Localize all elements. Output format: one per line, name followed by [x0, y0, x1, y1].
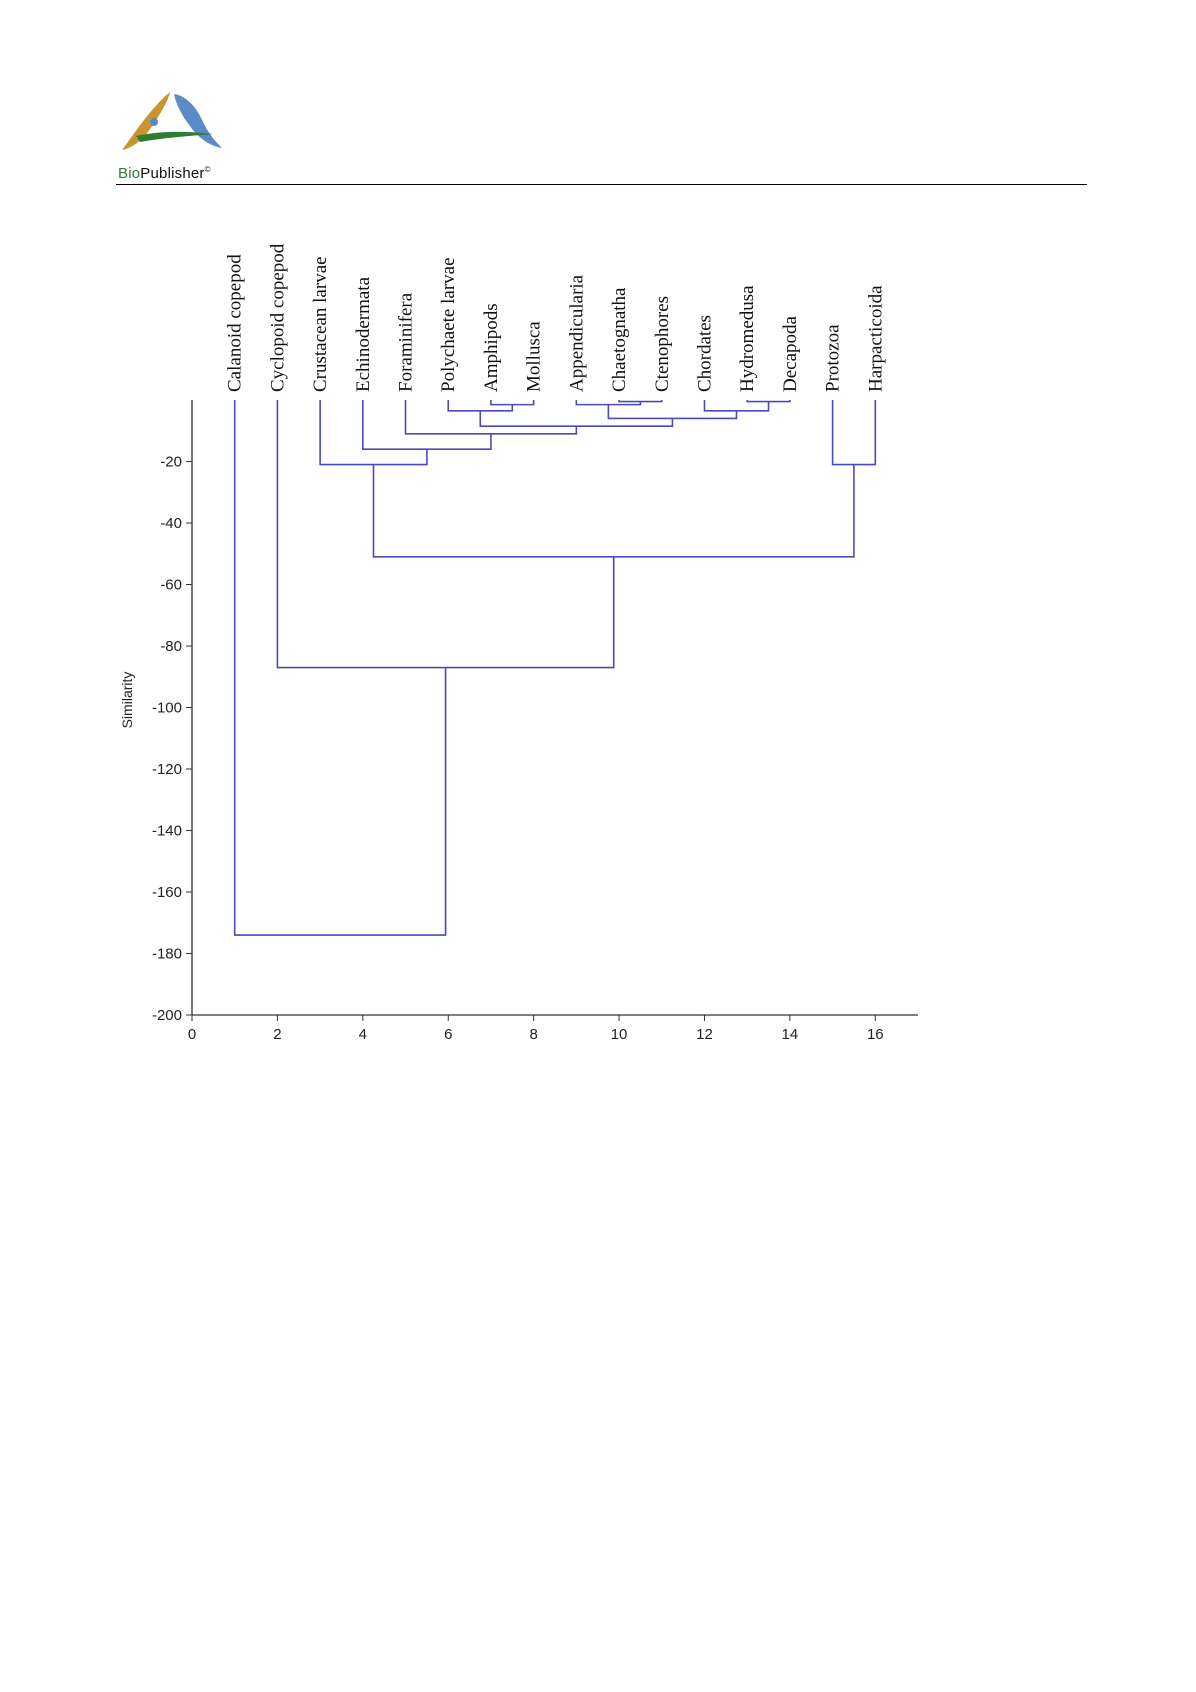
leaf-label: Chaetognatha: [609, 287, 630, 392]
dendrogram-link: [447, 400, 514, 412]
y-tick-label: -60: [160, 577, 182, 594]
leaf-label: Crustacean larvae: [310, 256, 331, 392]
leaf-label: Foraminifera: [396, 292, 417, 392]
leaf-label: Mollusca: [524, 321, 545, 392]
y-tick-label: -160: [152, 884, 182, 901]
dendrogram-link: [362, 400, 492, 450]
dendrogram-link: [490, 400, 535, 406]
leaf-label: Cyclopoid copepod: [267, 243, 288, 392]
y-tick-label: -180: [152, 946, 182, 963]
leaf-label: Hydromedusa: [737, 285, 758, 392]
leaf-labels: Calanoid copepod Cyclopoid copepod Crustac…: [225, 243, 887, 392]
dendrogram-figure: Similarity -20 -40 -60 -80 -100 -120 -140 -160-…: [0, 200, 1196, 1100]
leaf-label: Appendicularia: [566, 274, 587, 392]
dendrogram-link: [276, 400, 615, 669]
dendrogram-link: [703, 400, 770, 412]
brand-mark: ©: [204, 165, 211, 174]
x-tick-label: 4: [359, 1026, 367, 1043]
leaf-label: Amphipods: [481, 303, 502, 392]
dendrogram-link: [618, 400, 663, 403]
dendrogram-link: [319, 400, 428, 466]
leaf-label: Calanoid copepod: [225, 254, 246, 392]
x-tick-label: 16: [867, 1026, 884, 1043]
leaf-label: Echinodermata: [353, 276, 374, 392]
x-tick-label: 8: [529, 1026, 537, 1043]
x-tick-label: 12: [696, 1026, 713, 1043]
y-tick-label: -80: [160, 638, 182, 655]
dendrogram-chart: Similarity -20-40-60-80-100-120-140-160-…: [119, 243, 918, 1043]
y-tick-label: -100: [152, 700, 182, 717]
y-tick-label: -200: [152, 1007, 182, 1024]
dendrogram-link: [479, 410, 674, 427]
y-tick-label: -140: [152, 823, 182, 840]
logo-green-stroke: [136, 131, 214, 142]
branches: [233, 400, 877, 936]
page-header: BioPublisher©: [0, 0, 1196, 200]
dendrogram-link: [831, 400, 877, 466]
leaf-label: Protozoa: [823, 324, 844, 392]
biopublisher-logo-icon: [122, 92, 222, 150]
y-tick-label: -20: [160, 454, 182, 471]
x-tick-label: 6: [444, 1026, 452, 1043]
brand-prefix: Bio: [118, 165, 141, 182]
axes: -20 -40 -60 -80 -100 -120 -140 -160 -180 -200 0 2 4 6…: [152, 400, 918, 1043]
leaf-label: Chordates: [694, 315, 715, 392]
leaf-label: Ctenophores: [652, 296, 673, 392]
leaf-label: Polychaete larvae: [438, 257, 459, 392]
y-tick-label: -40: [160, 515, 182, 532]
dendrogram-link: [746, 400, 791, 403]
dendrogram-link: [372, 464, 855, 558]
header-rule: [116, 184, 1087, 185]
leaf-label: Harpacticoida: [865, 285, 886, 392]
leaf-label: Decapoda: [780, 315, 801, 392]
logo-blue-stroke: [174, 94, 222, 148]
x-tick-label: 10: [611, 1026, 628, 1043]
logo-gold-stroke: [122, 92, 170, 150]
y-tick-label: -120: [152, 761, 182, 778]
dendrogram-link: [233, 400, 447, 936]
x-tick-label: 2: [273, 1026, 281, 1043]
x-tick-label: 0: [188, 1026, 196, 1043]
x-tick-label: 14: [782, 1026, 799, 1043]
brand-name: BioPublisher©: [118, 165, 211, 182]
brand-suffix: Publisher: [140, 165, 205, 182]
y-axis-label: Similarity: [119, 672, 135, 729]
